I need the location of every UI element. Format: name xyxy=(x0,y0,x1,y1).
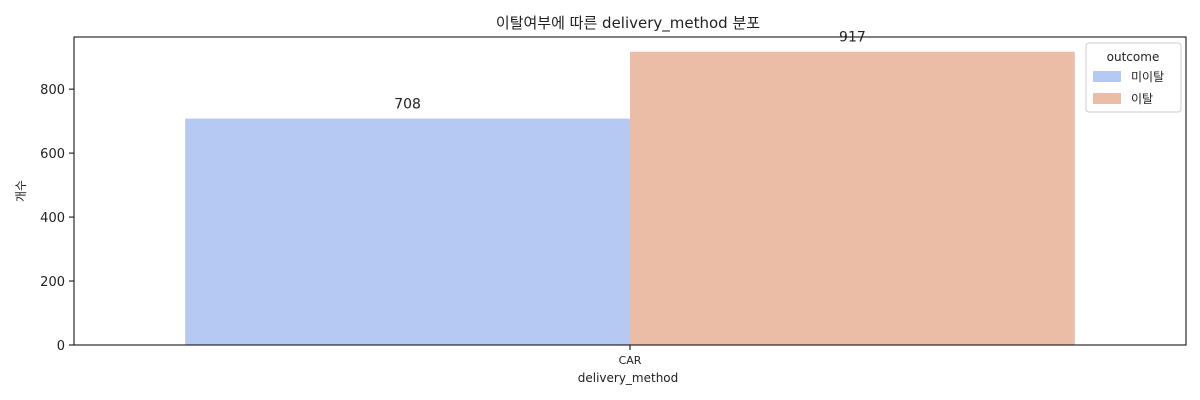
y-tick-label: 400 xyxy=(40,211,65,226)
data-label: 708 xyxy=(394,97,421,113)
x-tick-label: CAR xyxy=(619,354,642,367)
y-tick-label: 200 xyxy=(40,275,65,290)
legend-swatch xyxy=(1093,93,1121,104)
x-axis-label: delivery_method xyxy=(578,371,679,385)
chart-title: 이탈여부에 따른 delivery_method 분포 xyxy=(496,14,760,33)
y-tick-label: 600 xyxy=(40,147,65,162)
x-axis: CAR xyxy=(619,345,642,367)
y-axis: 0 200 400 600 800 xyxy=(40,83,74,354)
legend-label: 이탈 xyxy=(1131,92,1153,106)
legend-swatch xyxy=(1093,71,1121,82)
data-labels: 708 917 xyxy=(394,30,866,113)
legend-label: 미이탈 xyxy=(1131,70,1164,84)
plot-area xyxy=(185,51,1075,346)
data-label: 917 xyxy=(839,30,866,46)
bar-이탈 xyxy=(630,51,1075,346)
y-axis-label: 개수 xyxy=(14,180,28,202)
y-tick-label: 800 xyxy=(40,83,65,98)
y-tick-label: 0 xyxy=(57,339,65,354)
bar-미이탈 xyxy=(185,118,630,345)
legend-title: outcome xyxy=(1107,50,1160,64)
